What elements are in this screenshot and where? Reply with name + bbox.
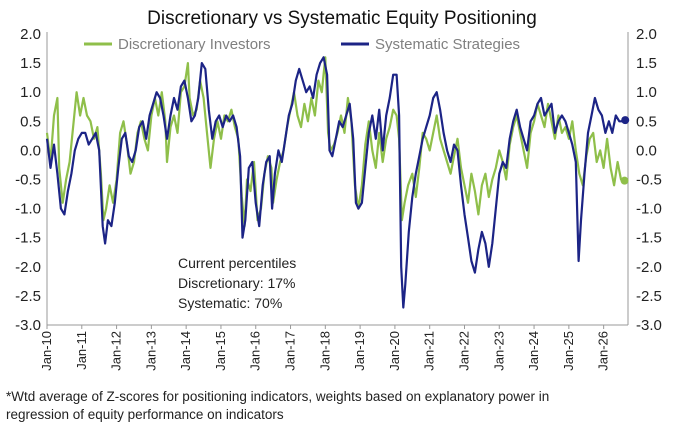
x-tick-label: Jan-19 (352, 331, 367, 371)
x-tick-label: Jan-26 (596, 331, 611, 371)
x-tick-label: Jan-24 (526, 331, 541, 371)
y-tick-label-right: 2.0 (636, 26, 657, 43)
y-tick-label-left: -2.0 (15, 259, 41, 276)
y-tick-label-right: 1.0 (636, 84, 657, 101)
y-axis-left: 2.0 1.5 1.0 0.5 0.0 -0.5 -1.0 -1.5 -2.0 -2.5 -3.0 (15, 26, 41, 334)
footnote-line-1: *Wtd average of Z-scores for positioning… (6, 389, 549, 404)
y-tick-label-right: -2.0 (636, 259, 662, 276)
y-tick-label-left: 0.5 (20, 113, 41, 130)
x-tick-label: Jan-12 (109, 331, 124, 371)
legend-label-discretionary: Discretionary Investors (118, 36, 271, 53)
y-tick-label-left: -0.5 (15, 172, 41, 189)
footnote: *Wtd average of Z-scores for positioning… (6, 389, 549, 422)
x-tick-label: Jan-11 (74, 331, 89, 370)
y-tick-label-left: 0.0 (20, 142, 41, 159)
y-tick-label-left: -2.5 (15, 288, 41, 305)
chart-title: Discretionary vs Systematic Equity Posit… (147, 8, 537, 29)
x-tick-label: Jan-16 (248, 331, 263, 371)
y-axis-right: 2.0 1.5 1.0 0.5 0.0 -0.5 -1.0 -1.5 -2.0 -2.5 -3.0 (636, 26, 662, 334)
annotation-discretionary: Discretionary: 17% (178, 275, 296, 291)
series-endpoint-systematic (621, 116, 630, 125)
x-axis: Jan-10 Jan-11 Jan-12 Jan-13 Jan-14 Jan-15 Jan-… (39, 325, 611, 371)
x-tick-label: Jan-21 (422, 331, 437, 371)
x-tick-label: Jan-15 (213, 331, 228, 371)
y-tick-label-left: 2.0 (20, 26, 41, 43)
footnote-line-2: regression of equity performance on indi… (6, 407, 284, 422)
percentile-annotation: Current percentiles Discretionary: 17% S… (178, 255, 296, 311)
x-tick-label: Jan-18 (317, 331, 332, 371)
x-tick-label: Jan-23 (491, 331, 506, 371)
legend-label-systematic: Systematic Strategies (375, 36, 520, 53)
y-tick-label-right: -2.5 (636, 288, 662, 305)
series-line-systematic (45, 56, 626, 309)
annotation-heading: Current percentiles (178, 255, 296, 271)
y-tick-label-left: 1.0 (20, 84, 41, 101)
y-tick-label-right: 0.0 (636, 142, 657, 159)
y-tick-label-left: 1.5 (20, 55, 41, 72)
y-tick-label-left: -1.0 (15, 201, 41, 218)
y-tick-label-right: 0.5 (636, 113, 657, 130)
y-tick-label-left: -3.0 (15, 317, 41, 334)
x-tick-label: Jan-14 (178, 331, 193, 371)
annotation-systematic: Systematic: 70% (178, 295, 282, 311)
y-tick-label-right: 1.5 (636, 55, 657, 72)
y-tick-label-right: -1.0 (636, 201, 662, 218)
y-tick-label-left: -1.5 (15, 230, 41, 247)
x-tick-label: Jan-10 (39, 331, 54, 371)
x-tick-label: Jan-17 (283, 331, 298, 371)
x-tick-label: Jan-13 (143, 331, 158, 371)
x-tick-label: Jan-20 (387, 331, 402, 371)
x-tick-label: Jan-25 (561, 331, 576, 371)
x-tick-label: Jan-22 (456, 331, 471, 371)
y-tick-label-right: -0.5 (636, 172, 662, 189)
legend: Discretionary Investors Systematic Strat… (84, 36, 520, 53)
y-tick-label-right: -3.0 (636, 317, 662, 334)
series-endpoint-discretionary (620, 176, 629, 185)
y-tick-label-right: -1.5 (636, 230, 662, 247)
series-layer (45, 56, 630, 309)
